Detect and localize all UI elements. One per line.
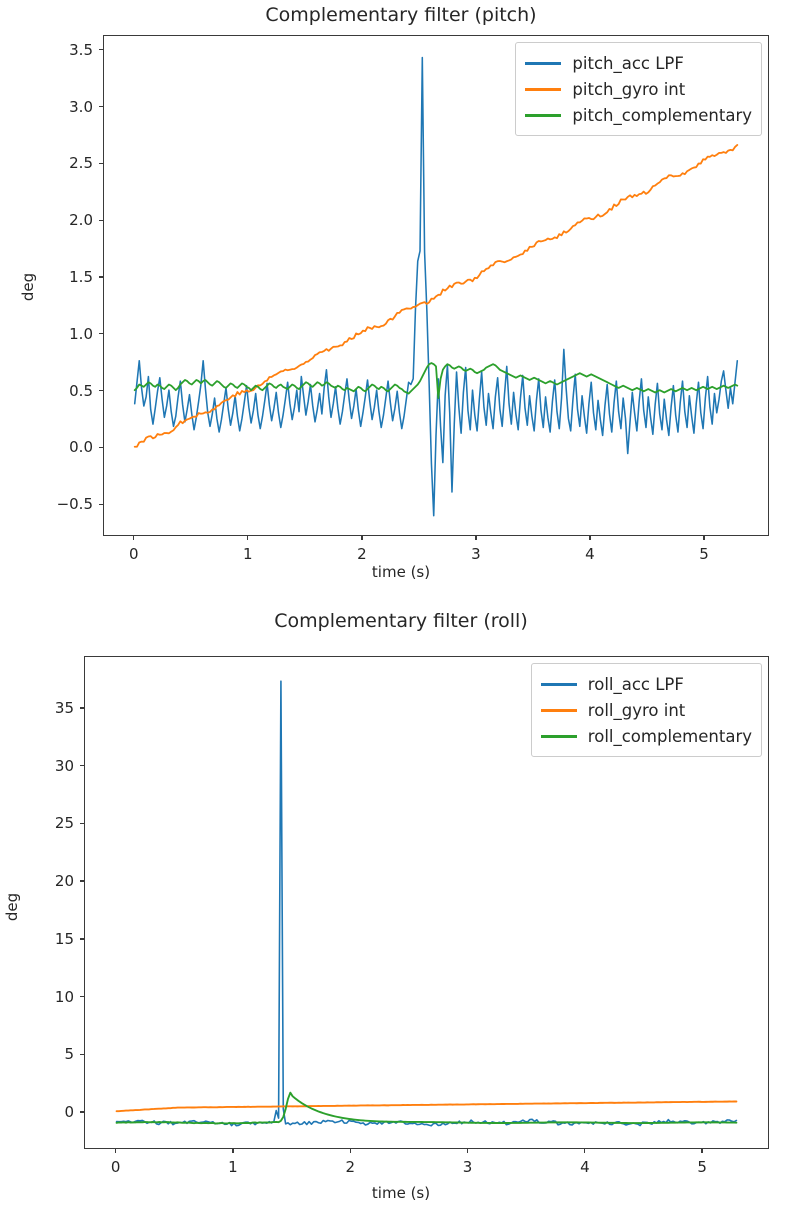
legend-item[interactable]: pitch_complementary: [525, 102, 752, 128]
x-tick-label: 3: [471, 545, 481, 563]
y-tick-label: 0.0: [69, 438, 93, 457]
y-axis-label-pitch: deg: [19, 272, 37, 302]
y-tick-label: 2.0: [69, 211, 93, 230]
y-tick-mark: [80, 880, 84, 882]
y-tick-mark: [99, 389, 103, 392]
x-tick-mark: [232, 1149, 234, 1153]
plot-lines-pitch: [104, 36, 768, 535]
legend-item[interactable]: pitch_gyro int: [525, 76, 752, 102]
y-tick-mark: [99, 446, 103, 449]
y-tick-label: 20: [54, 872, 74, 891]
series-line: [117, 1093, 737, 1124]
x-tick-mark: [475, 536, 477, 540]
legend-label: pitch_complementary: [572, 105, 752, 125]
y-tick-mark: [99, 333, 103, 335]
x-tick-label: 5: [697, 1158, 707, 1176]
y-tick-label: 3.5: [69, 40, 93, 59]
x-tick-mark: [589, 536, 591, 540]
y-tick-label: 35: [54, 698, 74, 717]
chart-panel-roll: Complementary filter (roll) time (s) rol…: [0, 600, 802, 1226]
x-tick-mark: [701, 1149, 703, 1153]
x-tick-label: 2: [357, 545, 367, 563]
plot-area-roll: roll_acc LPF roll_gyro int roll_complement…: [84, 656, 769, 1149]
y-tick-mark: [99, 503, 103, 505]
y-tick-label: 2.5: [69, 154, 93, 173]
y-tick-mark: [80, 938, 84, 940]
y-tick-label: 0: [64, 1103, 74, 1122]
x-axis-label-roll: time (s): [371, 1184, 431, 1202]
chart-panel-pitch: Complementary filter (pitch) deg time (s…: [0, 0, 802, 600]
y-tick-label: 1.5: [69, 267, 93, 286]
chart-title-roll: Complementary filter (roll): [274, 610, 528, 632]
y-tick-mark: [80, 1111, 84, 1113]
chart-title-pitch: Complementary filter (pitch): [265, 4, 537, 26]
legend-item[interactable]: roll_gyro int: [540, 697, 752, 723]
legend-color-swatch: [525, 87, 562, 91]
y-tick-label: 1.0: [69, 324, 93, 343]
x-tick-label: 3: [462, 1158, 473, 1176]
series-line: [135, 145, 738, 447]
x-tick-mark: [466, 1149, 469, 1153]
x-tick-mark: [115, 1149, 117, 1153]
x-tick-mark: [703, 536, 705, 540]
legend-label: roll_acc LPF: [587, 674, 684, 694]
y-tick-mark: [80, 765, 84, 767]
legend-label: pitch_gyro int: [572, 79, 686, 99]
x-tick-label: 0: [129, 545, 139, 563]
y-tick-label: 30: [54, 756, 74, 775]
legend-item[interactable]: pitch_acc LPF: [525, 50, 752, 76]
y-tick-mark: [99, 162, 103, 165]
y-tick-label: −0.5: [56, 495, 93, 514]
x-tick-label: 0: [110, 1158, 121, 1176]
x-tick-label: 5: [699, 545, 709, 563]
x-tick-label: 4: [585, 545, 595, 563]
legend-color-swatch: [540, 708, 577, 712]
x-tick-mark: [361, 536, 363, 540]
y-tick-label: 15: [54, 929, 74, 948]
legend-label: pitch_acc LPF: [572, 53, 684, 73]
series-line: [135, 363, 738, 398]
y-tick-label: 3.0: [69, 97, 93, 116]
plot-area-pitch: pitch_acc LPF pitch_gyro int pitch_complem…: [103, 35, 769, 536]
x-tick-mark: [247, 536, 249, 540]
legend-color-swatch: [540, 734, 577, 738]
y-tick-mark: [99, 276, 103, 278]
y-tick-mark: [99, 49, 103, 51]
legend-roll: roll_acc LPF roll_gyro int roll_complement…: [530, 663, 762, 757]
y-tick-label: 5: [64, 1045, 74, 1064]
legend-item[interactable]: roll_acc LPF: [540, 671, 752, 697]
y-tick-mark: [80, 707, 84, 709]
y-tick-label: 0.5: [69, 381, 93, 400]
plot-lines-roll: [85, 657, 768, 1148]
y-tick-mark: [80, 995, 84, 998]
y-axis-label-roll: deg: [3, 892, 21, 922]
series-line: [117, 1101, 737, 1111]
y-tick-mark: [80, 1053, 84, 1055]
x-tick-label: 1: [243, 545, 253, 563]
legend-label: roll_complementary: [587, 726, 752, 746]
x-tick-label: 1: [228, 1158, 238, 1176]
legend-pitch: pitch_acc LPF pitch_gyro int pitch_complem…: [515, 42, 762, 136]
y-tick-mark: [99, 219, 103, 221]
x-tick-mark: [584, 1149, 586, 1153]
x-axis-label-pitch: time (s): [371, 563, 431, 581]
x-tick-mark: [349, 1149, 351, 1153]
y-tick-label: 25: [54, 814, 74, 833]
legend-label: roll_gyro int: [587, 700, 686, 720]
x-tick-mark: [133, 536, 135, 540]
legend-color-swatch: [540, 682, 577, 686]
x-tick-label: 4: [580, 1158, 590, 1176]
x-tick-label: 2: [345, 1158, 356, 1176]
legend-item[interactable]: roll_complementary: [540, 723, 752, 749]
y-tick-label: 10: [54, 987, 74, 1006]
y-tick-mark: [99, 105, 103, 108]
y-tick-mark: [80, 822, 84, 825]
legend-color-swatch: [525, 61, 562, 65]
legend-color-swatch: [525, 113, 562, 117]
